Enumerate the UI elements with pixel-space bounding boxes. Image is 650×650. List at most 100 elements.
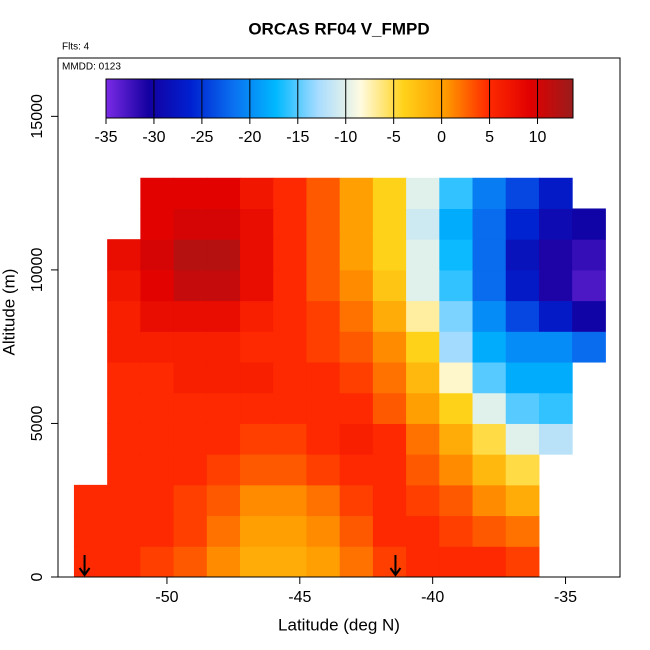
x-tick-label: -50 (155, 589, 178, 606)
y-tick-label: 0 (29, 572, 46, 581)
heatmap-cell (372, 484, 407, 517)
heatmap-cell (339, 392, 374, 424)
heatmap-cell (339, 177, 374, 209)
heatmap-cell (206, 392, 241, 424)
heatmap-cell (406, 484, 440, 517)
heatmap-cell (140, 331, 175, 363)
heatmap-cell (406, 300, 440, 332)
heatmap-cell (372, 208, 407, 240)
heatmap-cell (372, 515, 407, 547)
heatmap-cell (406, 177, 440, 209)
heatmap-cell (306, 515, 341, 547)
arrow (389, 555, 402, 577)
heatmap-cell (173, 484, 208, 517)
heatmap-cell (439, 423, 474, 455)
heatmap-cell (372, 239, 407, 271)
heatmap-cell (505, 515, 540, 547)
heatmap-cell (206, 546, 241, 578)
heatmap-cell (472, 484, 507, 517)
heatmap-cell (439, 269, 474, 302)
heatmap-cell (140, 269, 175, 302)
heatmap-cell (73, 546, 108, 578)
heatmap-cell (339, 239, 374, 271)
heatmap-cell (339, 300, 374, 332)
arrow (78, 555, 91, 577)
heatmap-cell (306, 269, 341, 302)
heatmap-cell (173, 269, 208, 302)
heatmap-cell (306, 423, 341, 455)
heatmap-cell (505, 546, 540, 578)
heatmap-cell (472, 269, 507, 302)
heatmap-cell (406, 423, 440, 455)
heatmap-cell (439, 331, 474, 363)
heatmap-cell (306, 177, 341, 209)
heatmap-cell (306, 392, 341, 424)
heatmap-cell (206, 454, 241, 486)
x-tick-label: -45 (288, 589, 311, 606)
heatmap-cell (107, 454, 141, 486)
heatmap-cell (273, 392, 307, 424)
heatmap-cell (406, 454, 440, 486)
heatmap-cell (439, 208, 474, 240)
heatmap-cell (472, 362, 507, 394)
heatmap-cell (240, 208, 274, 240)
heatmap-cell (406, 392, 440, 424)
heatmap-cell (372, 300, 407, 332)
heatmap-cell (439, 546, 474, 578)
colorbar-tick-label: 10 (529, 129, 547, 146)
heatmap-cell (439, 392, 474, 424)
heatmap-cell (107, 546, 141, 578)
heatmap-cell (173, 300, 208, 332)
heatmap-cell (306, 300, 341, 332)
heatmap-cell (472, 515, 507, 547)
heatmap-cell (173, 515, 208, 547)
y-axis-label: Altitude (m) (0, 269, 18, 356)
heatmap-cell (538, 208, 573, 240)
heatmap-cell (273, 300, 307, 332)
heatmap-cell (240, 239, 274, 271)
heatmap-cell (472, 546, 507, 578)
heatmap-cell (173, 239, 208, 271)
heatmap-cell (206, 300, 241, 332)
heatmap-cell (372, 331, 407, 363)
heatmap-cell (140, 484, 175, 517)
heatmap-cell (406, 208, 440, 240)
heatmap-cell (505, 331, 540, 363)
heatmap-cell (372, 423, 407, 455)
heatmap-cell (107, 484, 141, 517)
heatmap-cell (273, 331, 307, 363)
heatmap-cell (206, 177, 241, 209)
heatmap-cell (273, 515, 307, 547)
heatmap-cell (372, 362, 407, 394)
colorbar-tick-label: -10 (334, 129, 357, 146)
heatmap-cell (372, 546, 407, 578)
heatmap-cell (372, 269, 407, 302)
colorbar-tick-label: -5 (387, 129, 401, 146)
heatmap-cell (538, 362, 573, 394)
y-tick-label: 5000 (29, 406, 46, 442)
heatmap-cell (73, 515, 108, 547)
heatmap-cell (572, 331, 606, 363)
heatmap-cell (406, 515, 440, 547)
heatmap-cell (306, 208, 341, 240)
heatmap-cell (572, 300, 606, 332)
heatmap-cell (439, 454, 474, 486)
heatmap-cell (505, 208, 540, 240)
heatmap-cell (472, 423, 507, 455)
heatmap-cell (538, 300, 573, 332)
heatmap-cell (206, 208, 241, 240)
heatmap-cell (140, 239, 175, 271)
heatmap-cell (240, 454, 274, 486)
heatmap-cell (339, 362, 374, 394)
colorbar-tick-label: -20 (238, 129, 261, 146)
heatmap-cell (240, 546, 274, 578)
heatmap-cell (173, 362, 208, 394)
heatmap-cell (505, 239, 540, 271)
heatmap-cell (439, 239, 474, 271)
heatmap-cell (173, 546, 208, 578)
heatmap-cell (240, 392, 274, 424)
heatmap-cell (206, 515, 241, 547)
colorbar-tick-label: 0 (437, 129, 446, 146)
heatmap-cell (173, 331, 208, 363)
